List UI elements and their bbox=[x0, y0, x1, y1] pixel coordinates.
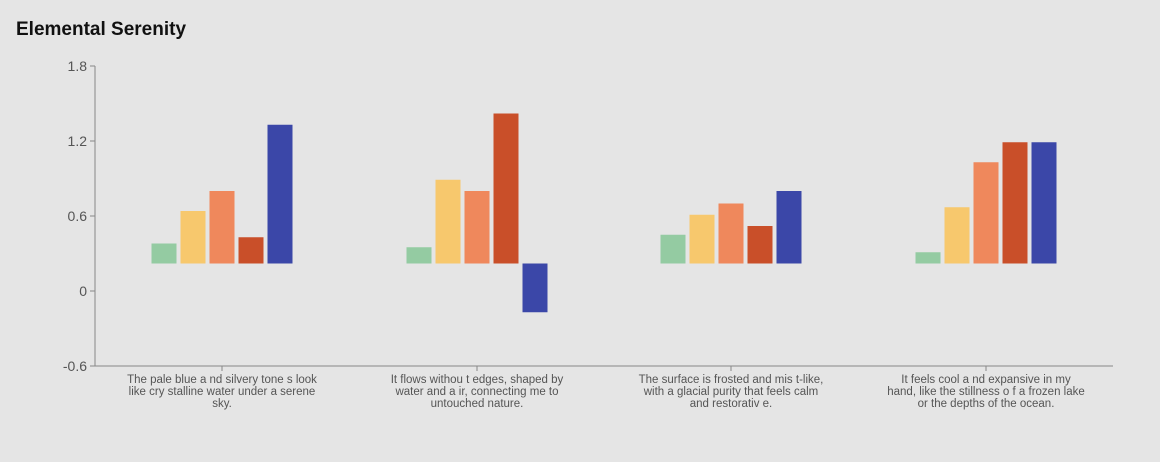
bar bbox=[493, 113, 519, 264]
bar bbox=[689, 214, 715, 264]
bar bbox=[915, 252, 941, 264]
y-tick-label: -0.6 bbox=[63, 358, 87, 374]
chart-title: Elemental Serenity bbox=[16, 19, 187, 40]
y-tick-label: 1.8 bbox=[68, 58, 88, 74]
bar bbox=[1002, 142, 1028, 264]
x-category-label: It feels cool a nd expansive in my hand, … bbox=[887, 374, 1085, 410]
bar bbox=[522, 263, 548, 313]
bar bbox=[1031, 142, 1057, 264]
bar bbox=[180, 211, 206, 264]
bar bbox=[776, 191, 802, 264]
x-category-label: It flows withou t edges, shaped by water … bbox=[391, 374, 564, 410]
bar bbox=[267, 124, 293, 264]
x-category-label: The pale blue a nd silvery tone s look li… bbox=[127, 374, 317, 410]
y-tick-label: 0.6 bbox=[68, 208, 88, 224]
bar bbox=[151, 243, 177, 264]
bar bbox=[435, 179, 461, 264]
bar bbox=[973, 162, 999, 264]
bar bbox=[209, 191, 235, 264]
bar bbox=[944, 207, 970, 264]
bar bbox=[464, 191, 490, 264]
x-category-label: The surface is frosted and mis t-like, wi… bbox=[639, 374, 824, 410]
bar bbox=[406, 247, 432, 264]
bar bbox=[747, 226, 773, 264]
bar bbox=[660, 234, 686, 264]
y-tick-label: 1.2 bbox=[68, 133, 88, 149]
bar bbox=[718, 203, 744, 264]
bar bbox=[238, 237, 264, 264]
y-tick-label: 0 bbox=[79, 283, 87, 299]
